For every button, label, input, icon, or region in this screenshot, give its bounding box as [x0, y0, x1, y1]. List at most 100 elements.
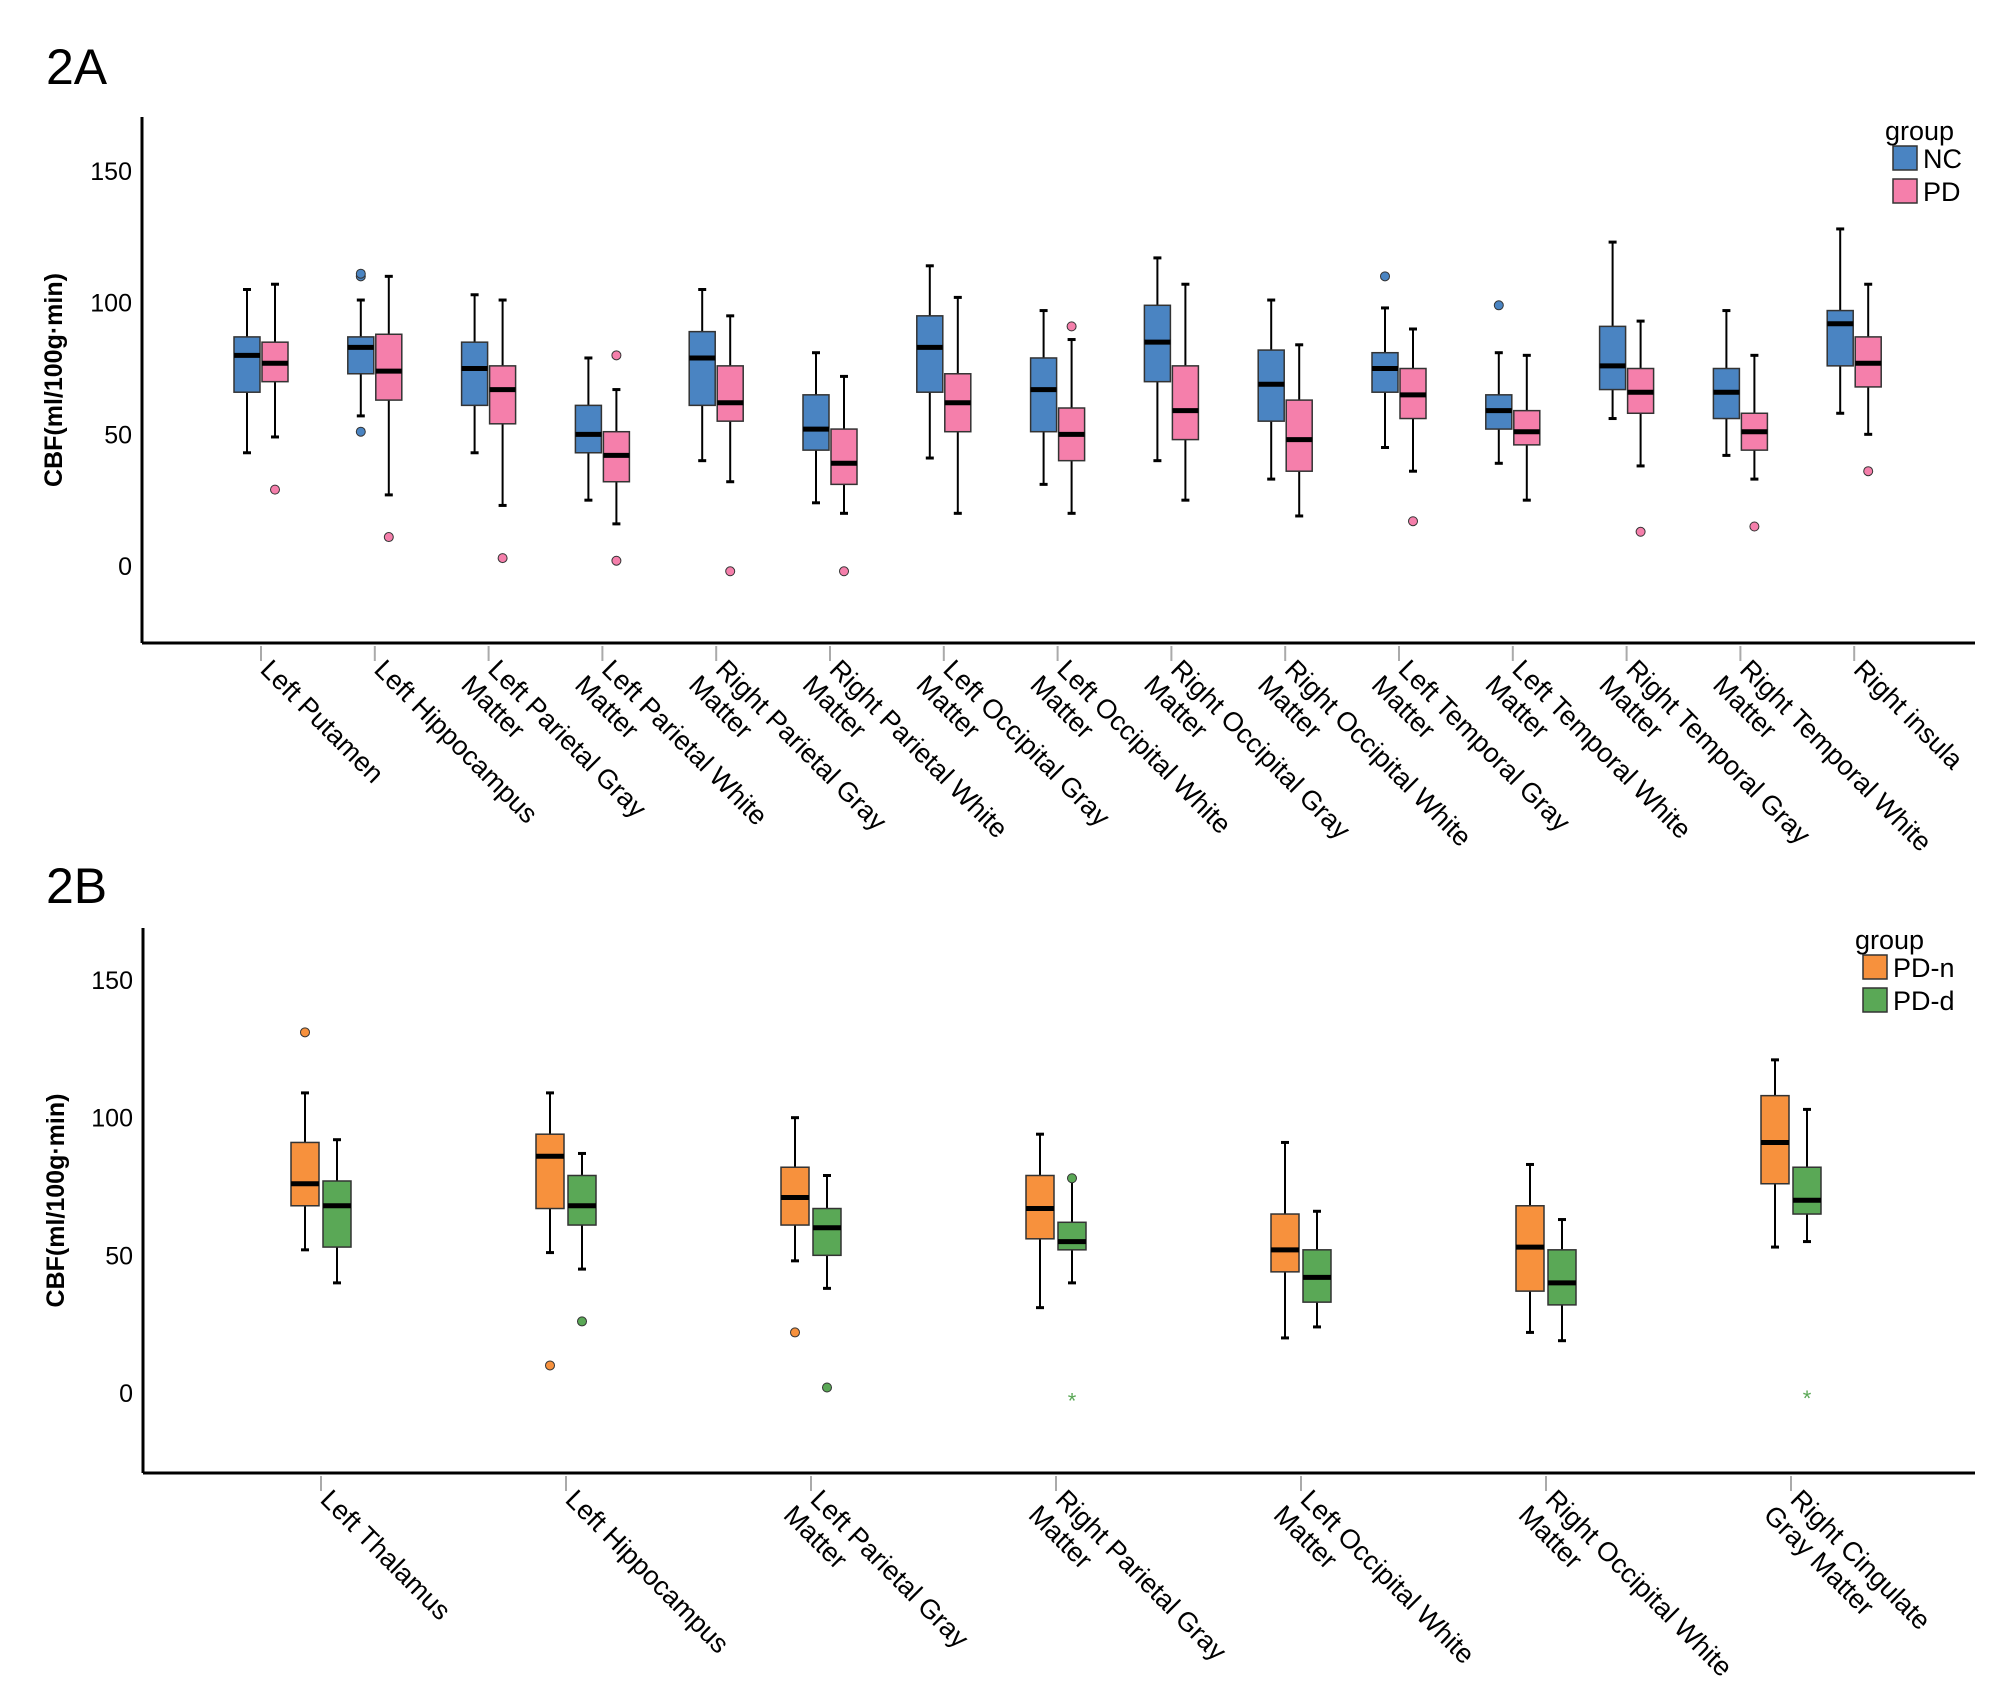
box-pd	[1854, 282, 1882, 477]
box-nc	[233, 288, 261, 455]
legend-label: PD-n	[1893, 953, 1955, 983]
y-tick-label: 100	[91, 1105, 133, 1133]
y-axis-label: CBF(ml/100g·min)	[40, 273, 68, 487]
outlier-point	[1380, 271, 1390, 282]
box-iqr	[460, 341, 489, 407]
legend-label: PD	[1923, 177, 1961, 207]
box-pd	[1285, 343, 1313, 518]
box-pd	[1171, 282, 1200, 502]
box-nc	[1485, 300, 1513, 465]
x-tick-label: Right Occipital WhiteMatter	[1513, 1478, 1738, 1689]
x-tick-label: Right CingulateGray Matter	[1758, 1478, 1937, 1657]
box-nc	[460, 293, 489, 455]
box-iqr	[488, 365, 517, 425]
box-iqr	[1285, 399, 1313, 472]
box-nc	[1598, 240, 1627, 421]
box-iqr	[688, 330, 716, 407]
outlier-point	[545, 1360, 555, 1371]
box-iqr	[322, 1180, 352, 1248]
outlier-point	[822, 1382, 832, 1393]
legend-swatch	[1892, 178, 1918, 204]
outlier-point	[1863, 466, 1874, 477]
x-tick-label: Left Occipital WhiteMatter	[1268, 1478, 1481, 1689]
legend-title: group	[1855, 925, 1924, 955]
outlier-point	[300, 1027, 310, 1038]
outlier-point	[270, 484, 280, 495]
box-iqr	[535, 1133, 565, 1210]
box-iqr	[1371, 351, 1399, 393]
box-pd	[716, 314, 744, 577]
box-pd	[944, 295, 972, 515]
box-iqr	[567, 1174, 597, 1226]
legend-label: PD-d	[1893, 986, 1955, 1016]
outlier-point	[355, 426, 366, 437]
box-iqr	[1826, 309, 1854, 367]
outlier-point	[839, 566, 849, 577]
legend-title: group	[1885, 116, 1954, 146]
x-tick-label: Right insula	[1848, 654, 1970, 776]
box-pd-n	[1515, 1162, 1545, 1334]
box-pd-n	[780, 1116, 810, 1338]
box-pd	[602, 350, 631, 566]
outlier-point	[497, 553, 508, 564]
box-iqr	[802, 394, 830, 451]
outlier-point	[1408, 516, 1418, 527]
legend-swatch	[1892, 145, 1918, 171]
box-pd-n	[1270, 1140, 1300, 1340]
legend-label: NC	[1923, 144, 1962, 174]
box-pd-n	[290, 1027, 320, 1252]
y-tick-label: 150	[91, 967, 133, 995]
outlier-point	[355, 268, 366, 279]
box-pd-d	[1547, 1218, 1577, 1343]
box-iqr	[1171, 365, 1200, 441]
box-pd-d	[1302, 1209, 1332, 1329]
x-tick-label-line: Right insula	[1848, 654, 1970, 776]
box-nc	[1712, 309, 1741, 457]
legend-swatch	[1862, 987, 1888, 1013]
box-pd	[1513, 353, 1541, 502]
box-iqr	[375, 333, 403, 401]
panel-label: 2B	[46, 858, 107, 914]
x-tick-label: Left Parietal GrayMatter	[778, 1478, 975, 1675]
y-tick-label: 150	[90, 158, 132, 186]
box-iqr	[1057, 1221, 1087, 1251]
box-nc	[1143, 256, 1172, 463]
box-pd	[375, 274, 403, 543]
box-iqr	[233, 336, 261, 393]
box-iqr	[916, 315, 944, 393]
x-tick-label-line: Left Hippocampus	[560, 1484, 735, 1659]
outlier-point	[611, 350, 622, 361]
box-nc	[1029, 309, 1058, 486]
x-tick-label-line: Right Temporal White	[1734, 654, 1937, 857]
box-iqr	[1270, 1213, 1300, 1273]
box-iqr	[716, 365, 744, 422]
y-tick-label: 100	[90, 290, 132, 318]
box-iqr	[1760, 1094, 1790, 1185]
x-tick-label-line: Right Occipital White	[1540, 1484, 1738, 1682]
box-pd-d	[567, 1151, 597, 1327]
box-pd	[1740, 353, 1769, 532]
box-iqr	[290, 1141, 320, 1207]
box-nc	[688, 288, 716, 463]
outlier-point	[383, 532, 394, 543]
legend-swatch	[1862, 954, 1888, 980]
outlier-point	[577, 1316, 587, 1327]
box-nc	[802, 351, 830, 505]
box-iqr	[1029, 357, 1058, 433]
extreme-point: *	[1068, 1389, 1077, 1414]
box-iqr	[1792, 1166, 1822, 1215]
box-pd	[488, 298, 517, 564]
box-pd	[830, 374, 858, 577]
outlier-point	[611, 555, 622, 566]
y-tick-label: 0	[118, 553, 132, 581]
x-tick-label: Right Parietal GrayMatter	[1023, 1478, 1233, 1688]
x-tick-label-line: Right Parietal Gray	[1050, 1484, 1233, 1667]
box-pd-n	[1760, 1058, 1790, 1249]
box-nc	[1826, 227, 1854, 415]
outlier-point	[725, 566, 736, 577]
y-tick-label: 0	[119, 1380, 133, 1408]
extreme-point: *	[1803, 1386, 1812, 1411]
panel-label: 2A	[46, 39, 108, 95]
